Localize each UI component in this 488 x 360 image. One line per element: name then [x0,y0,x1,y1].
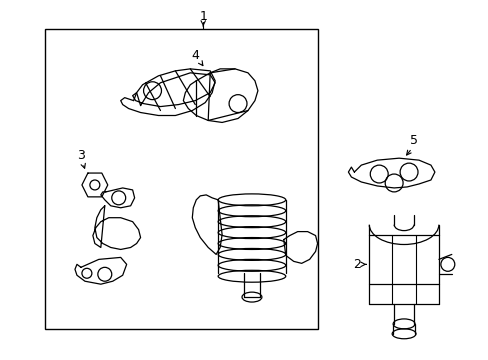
Bar [45,29,317,329]
Text: 3: 3 [77,149,85,162]
Text: 5: 5 [409,134,417,147]
Text: 4: 4 [191,49,199,63]
Text: 2: 2 [353,258,361,271]
Text: 1: 1 [199,10,207,23]
